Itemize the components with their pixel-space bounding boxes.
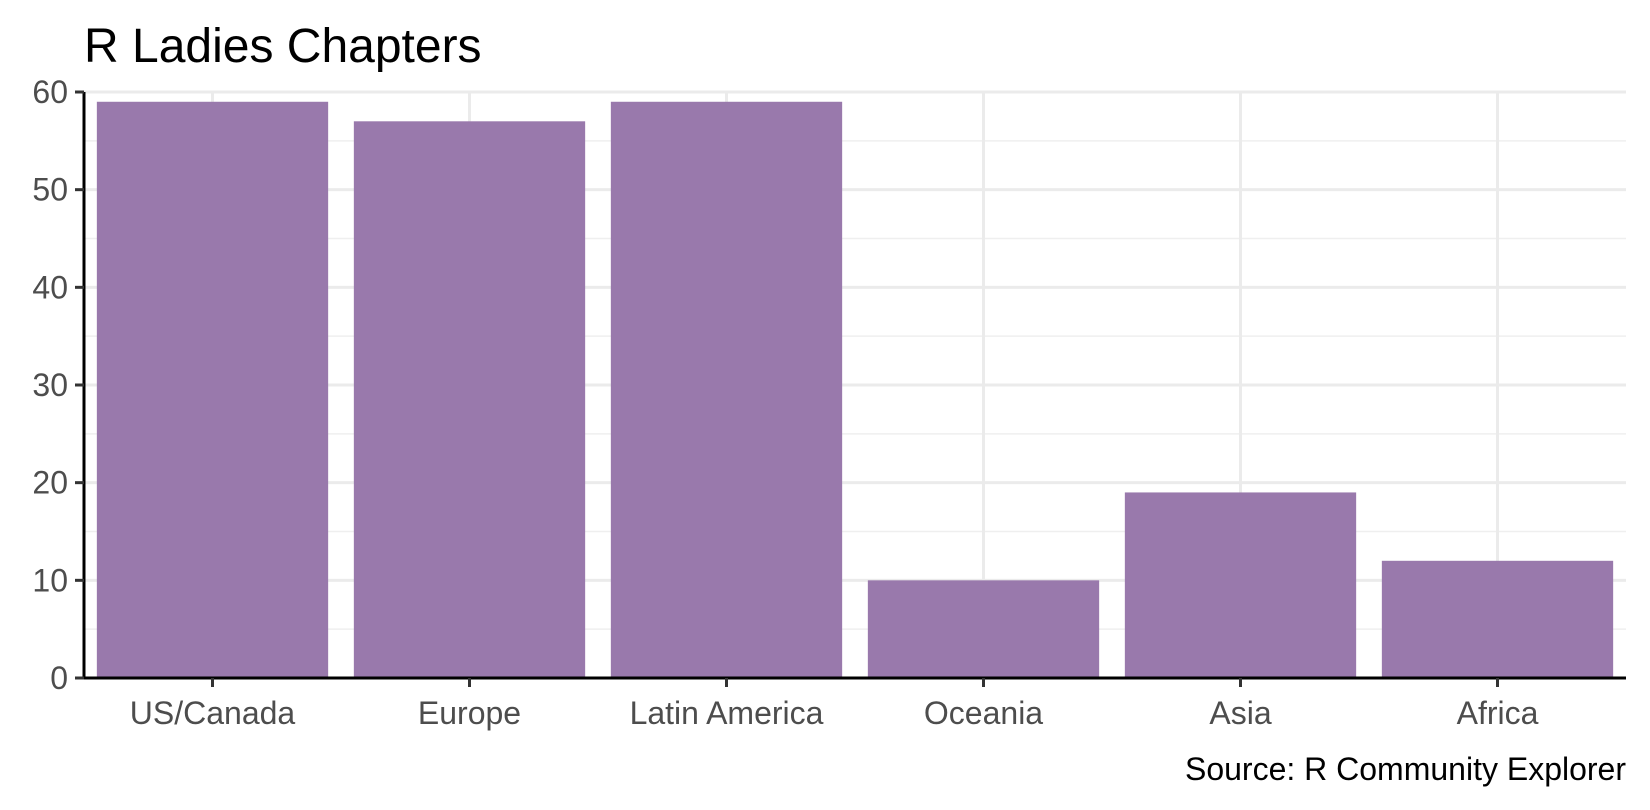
bar-asia (1124, 492, 1357, 678)
y-tick-label: 0 (50, 660, 68, 696)
bars (96, 101, 1614, 679)
chart-title: R Ladies Chapters (84, 20, 482, 73)
bar-latin-america (610, 101, 843, 679)
y-tick-label: 10 (32, 562, 68, 598)
y-tick-label: 60 (32, 74, 68, 110)
x-tick-label: US/Canada (130, 695, 296, 731)
x-tick-label: Europe (418, 695, 521, 731)
y-tick-label: 20 (32, 465, 68, 501)
bar-europe (353, 121, 586, 679)
bar-oceania (867, 580, 1100, 678)
x-tick-label: Latin America (630, 695, 824, 731)
chart-caption: Source: R Community Explorer (1185, 751, 1626, 787)
y-tick-label: 30 (32, 367, 68, 403)
x-tick-label: Africa (1457, 695, 1539, 731)
axes: 0 10 20 30 40 50 60 US/Canada Europe Latin Americ… (32, 74, 1626, 731)
x-tick-label: Asia (1209, 695, 1271, 731)
y-tick-label: 40 (32, 269, 68, 305)
y-tick-label: 50 (32, 172, 68, 208)
bar-africa (1381, 560, 1614, 678)
bar-us-canada (96, 101, 329, 679)
x-tick-label: Oceania (924, 695, 1043, 731)
